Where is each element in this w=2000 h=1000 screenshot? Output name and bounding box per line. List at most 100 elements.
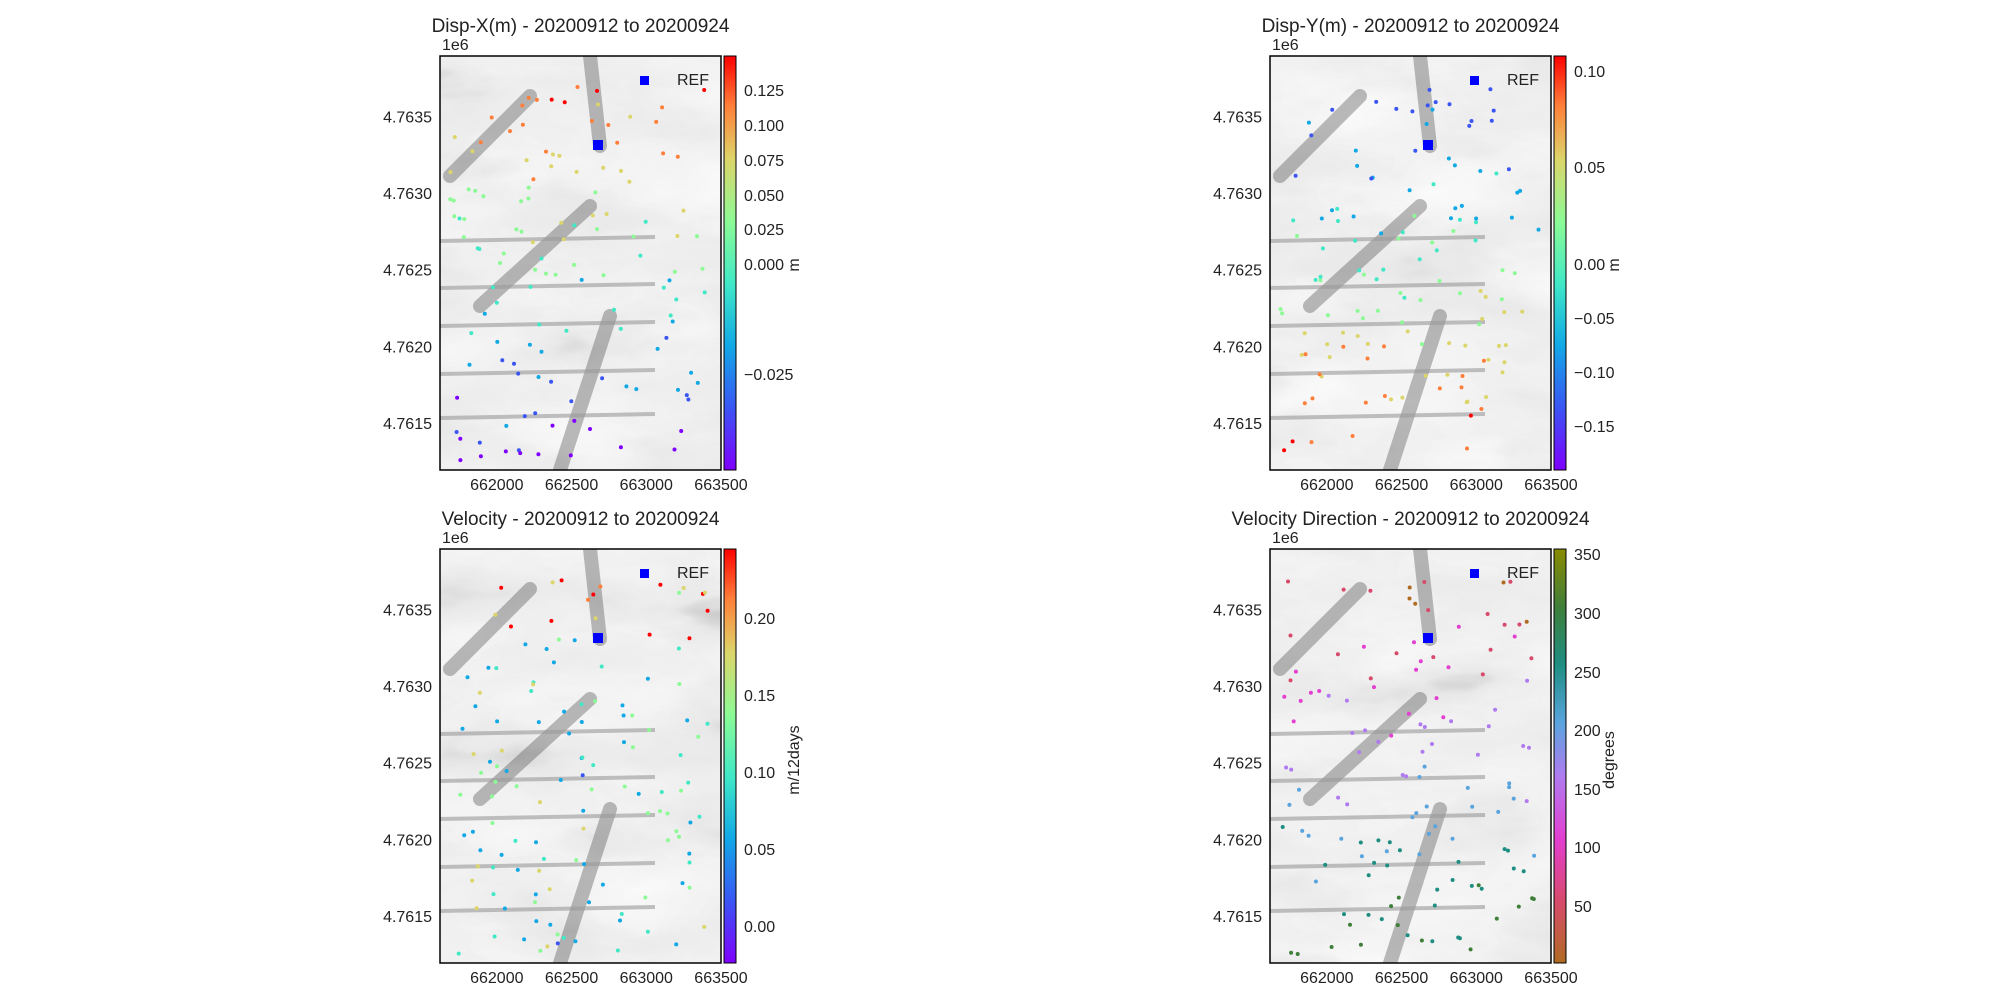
- reference-legend-label: REF: [677, 72, 709, 89]
- data-point: [1503, 343, 1508, 348]
- data-point: [696, 734, 701, 739]
- data-point: [1368, 676, 1373, 681]
- data-point: [519, 199, 524, 204]
- data-point: [537, 868, 542, 873]
- data-point: [622, 784, 627, 789]
- data-point: [1474, 220, 1478, 225]
- data-point: [686, 397, 691, 402]
- data-point: [1468, 413, 1473, 418]
- data-point: [526, 95, 531, 100]
- data-point: [457, 216, 462, 221]
- data-point: [492, 934, 497, 939]
- data-point: [556, 637, 561, 642]
- data-point: [618, 326, 623, 331]
- data-point: [677, 590, 682, 595]
- data-point: [588, 427, 592, 431]
- data-point: [1366, 873, 1371, 878]
- data-point: [1430, 742, 1434, 746]
- y-tick-label: 4.7635: [383, 109, 432, 126]
- data-point: [1291, 719, 1296, 724]
- data-point: [630, 713, 635, 718]
- data-point: [677, 682, 682, 686]
- data-point: [1480, 316, 1485, 321]
- data-point: [508, 129, 512, 134]
- data-point: [667, 278, 672, 283]
- colorbar-label: m/12days: [786, 725, 803, 794]
- data-point: [1394, 651, 1399, 656]
- data-point: [572, 223, 577, 228]
- data-point: [1306, 833, 1311, 838]
- y-offset-label: 1e6: [1272, 37, 1299, 54]
- data-point: [481, 194, 486, 199]
- data-point: [574, 858, 579, 863]
- data-point: [564, 328, 569, 333]
- y-tick-label: 4.7625: [383, 756, 432, 773]
- data-point: [1520, 309, 1525, 314]
- data-point: [1404, 774, 1409, 779]
- colorbar-tick-label: −0.025: [744, 367, 793, 384]
- data-point: [471, 752, 476, 757]
- reference-point: [593, 633, 603, 643]
- data-point: [579, 702, 584, 707]
- colorbar-tick-label: 0.00: [744, 919, 775, 936]
- colorbar-tick-label: 0.100: [744, 118, 784, 135]
- data-point: [589, 119, 594, 123]
- data-point: [550, 423, 555, 428]
- colorbar-label: degrees: [1601, 731, 1618, 789]
- data-point: [660, 105, 665, 110]
- data-point: [1419, 342, 1424, 347]
- data-point: [512, 361, 516, 366]
- data-point: [1369, 176, 1374, 181]
- data-point: [697, 814, 702, 819]
- data-point: [1464, 400, 1469, 405]
- data-point: [494, 300, 499, 305]
- data-point: [705, 608, 710, 613]
- data-point: [618, 445, 623, 450]
- reference-marker: [640, 76, 649, 85]
- data-point: [544, 149, 548, 154]
- y-tick-label: 4.7615: [383, 909, 432, 926]
- data-point: [1418, 298, 1423, 303]
- data-point: [678, 753, 683, 758]
- data-point: [695, 234, 699, 239]
- data-point: [659, 790, 664, 794]
- data-point: [1384, 849, 1389, 854]
- data-point: [595, 227, 599, 232]
- data-point: [533, 411, 538, 416]
- data-point: [1529, 656, 1534, 661]
- data-point: [1478, 169, 1483, 173]
- data-point: [579, 720, 584, 724]
- colorbar-tick-label: 150: [1574, 782, 1601, 799]
- data-point: [587, 900, 591, 905]
- data-point: [1521, 869, 1526, 874]
- data-point: [1325, 342, 1330, 347]
- data-point: [1417, 852, 1422, 857]
- y-tick-label: 4.7615: [1213, 416, 1262, 433]
- data-point: [1469, 119, 1474, 123]
- data-point: [551, 660, 556, 665]
- data-point: [590, 213, 595, 218]
- data-point: [522, 414, 527, 419]
- data-point: [1470, 804, 1475, 809]
- data-point: [1496, 809, 1501, 814]
- data-point: [1478, 289, 1483, 293]
- data-point: [1318, 278, 1323, 283]
- data-point: [557, 153, 562, 158]
- data-point: [466, 187, 471, 192]
- data-point: [477, 440, 482, 445]
- data-point: [686, 780, 691, 785]
- data-point: [549, 618, 554, 623]
- data-point: [448, 197, 453, 202]
- data-point: [1501, 580, 1506, 585]
- data-point: [1431, 655, 1436, 660]
- data-point: [1405, 933, 1410, 938]
- data-point: [1474, 216, 1479, 221]
- data-point: [1456, 624, 1461, 629]
- data-point: [1330, 107, 1335, 112]
- data-point: [458, 458, 463, 463]
- data-point: [528, 284, 533, 289]
- data-point: [593, 699, 597, 704]
- y-tick-label: 4.7615: [383, 416, 432, 433]
- data-point: [562, 100, 567, 105]
- data-point: [448, 170, 453, 175]
